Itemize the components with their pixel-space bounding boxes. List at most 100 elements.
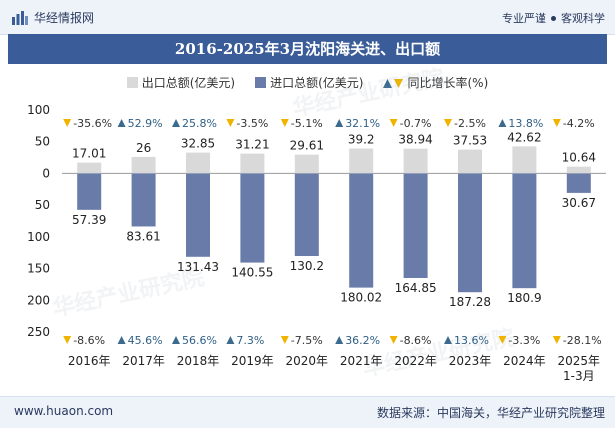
growth-down-icon [552, 119, 561, 127]
watermark: 华经产业研究院 [291, 64, 447, 121]
growth-up-icon [335, 119, 344, 127]
import-growth-label: 7.3% [236, 334, 264, 347]
growth-down-icon [389, 336, 398, 344]
export-growth-label: -2.5% [454, 117, 486, 130]
chart-title: 2016-2025年3月沈阳海关进、出口额 [8, 34, 607, 64]
export-bar [294, 154, 319, 174]
legend-export-label: 出口总额(亿美元) [141, 75, 236, 90]
import-value-label: 180.9 [507, 291, 541, 305]
growth-down-icon [552, 336, 561, 344]
tagline: 专业严谨 客观科学 [502, 10, 605, 26]
import-value-label: 83.61 [126, 229, 160, 243]
import-bar [349, 173, 374, 288]
export-value-label: 17.01 [72, 147, 106, 161]
chart-legend: 出口总额(亿美元) 进口总额(亿美元) 同比增长率(%) [0, 72, 615, 92]
legend-growth: 同比增长率(%) [383, 74, 488, 91]
data-source: 数据来源：中国海关，华经产业研究院整理 [376, 406, 605, 420]
logo-icon [12, 10, 28, 25]
export-growth-label: 13.8% [508, 117, 543, 130]
export-value-label: 26 [136, 141, 151, 155]
import-growth-label: 36.2% [345, 334, 380, 347]
export-value-label: 10.64 [562, 151, 596, 165]
growth-up-icon [498, 119, 507, 127]
export-bar [458, 149, 482, 174]
growth-down-icon [63, 336, 72, 344]
import-bar [186, 173, 210, 257]
import-bar [512, 173, 537, 289]
y-tick-label: 250 [27, 325, 50, 339]
x-tick-label: 2021年 [340, 354, 383, 368]
import-value-label: 140.55 [231, 266, 273, 280]
export-value-label: 37.53 [453, 134, 487, 148]
export-growth-label: -4.2% [563, 117, 595, 130]
chart-plot: 华经产业研究院华经产业研究院华经产业研究院1005005010015020025… [27, 64, 606, 383]
y-tick-label: 100 [27, 103, 50, 117]
growth-down-icon [444, 119, 452, 127]
import-bar [403, 173, 428, 278]
dot-icon [551, 15, 556, 21]
export-swatch [126, 76, 138, 88]
import-bar [131, 173, 156, 227]
import-value-label: 187.28 [449, 295, 491, 309]
x-tick-label: 2025年 [558, 354, 601, 368]
import-value-label: 164.85 [395, 281, 437, 295]
import-growth-label: 56.6% [182, 334, 217, 347]
y-tick-label: 150 [27, 262, 50, 276]
export-bar [566, 166, 591, 174]
y-tick-label: 50 [35, 198, 50, 212]
export-value-label: 32.85 [181, 137, 215, 151]
tagline-left: 专业严谨 [502, 12, 546, 25]
export-bar [77, 162, 102, 174]
website-link[interactable]: www.huaon.com [14, 404, 114, 418]
x-tick-label: 2020年 [286, 354, 329, 368]
export-growth-label: 32.1% [345, 117, 380, 130]
growth-up-icon [117, 336, 126, 344]
export-bar [240, 153, 265, 174]
import-value-label: 57.39 [72, 213, 106, 227]
import-growth-label: -28.1% [563, 334, 602, 347]
brand[interactable]: 华经情报网 [12, 9, 94, 26]
import-value-label: 130.2 [290, 259, 324, 273]
import-growth-label: -3.3% [508, 334, 540, 347]
x-tick-label: 2024年 [503, 354, 546, 368]
import-growth-label: 13.6% [454, 334, 489, 347]
growth-up-icon [172, 336, 180, 344]
x-tick-label: 2016年 [68, 354, 111, 368]
growth-down-icon [389, 119, 398, 127]
watermark: 华经产业研究院 [361, 324, 517, 381]
export-growth-label: 25.8% [182, 117, 217, 130]
export-value-label: 39.2 [348, 133, 375, 147]
y-tick-label: 50 [35, 135, 50, 149]
import-value-label: 131.43 [177, 260, 219, 274]
export-bar [131, 156, 156, 174]
import-growth-label: -8.6% [73, 334, 105, 347]
export-bar [186, 152, 210, 174]
export-bar [403, 148, 428, 174]
import-bar [458, 173, 482, 293]
growth-up-icon [117, 119, 126, 127]
import-value-label: 30.67 [562, 196, 596, 210]
export-bar [349, 148, 374, 174]
growth-down-icon [63, 119, 72, 127]
import-swatch [255, 76, 267, 88]
growth-down-icon [280, 119, 289, 127]
export-bar [512, 146, 537, 174]
growth-up-icon [172, 119, 180, 127]
growth-down-icon [498, 336, 507, 344]
export-value-label: 31.21 [235, 138, 269, 152]
import-bar [294, 173, 319, 257]
export-growth-label: 52.9% [128, 117, 163, 130]
tagline-right: 客观科学 [561, 12, 605, 25]
export-value-label: 42.62 [507, 130, 541, 144]
footer: www.huaon.com 数据来源：中国海关，华经产业研究院整理 [0, 396, 615, 428]
import-growth-label: -8.6% [400, 334, 432, 347]
growth-up-icon [335, 336, 344, 344]
import-bar [240, 173, 265, 263]
legend-export: 出口总额(亿美元) [126, 74, 236, 91]
growth-triangle-icon [383, 78, 404, 88]
import-value-label: 180.02 [340, 291, 382, 305]
y-tick-label: 0 [42, 166, 50, 180]
import-growth-label: -7.5% [291, 334, 323, 347]
y-tick-label: 200 [27, 293, 50, 307]
export-value-label: 29.61 [290, 139, 324, 153]
